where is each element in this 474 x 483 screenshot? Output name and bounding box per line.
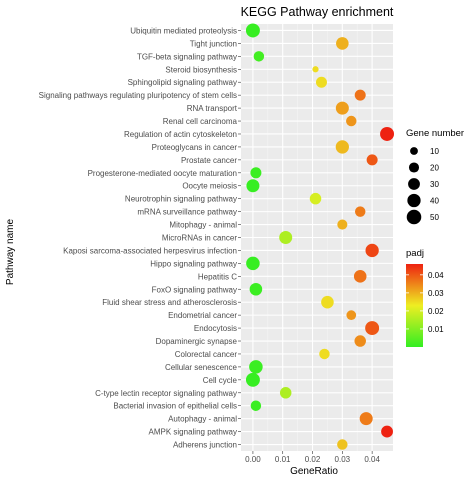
point-4 [315, 76, 327, 88]
point-19 [353, 270, 367, 283]
point-21 [321, 295, 334, 309]
size-legend-title: Gene number [406, 128, 464, 139]
point-18 [246, 256, 260, 271]
y-tick-label: mRNA surveillance pathway [137, 208, 237, 217]
y-tick-label: Neurotrophin signaling pathway [125, 195, 237, 204]
color-legend: padj 0.01 0.02 0.03 0.04 [406, 248, 444, 347]
y-tick-label: Autophagy - animal [168, 415, 237, 424]
y-tick-label: Hepatitis C [198, 272, 237, 281]
point-15 [337, 219, 348, 230]
y-tick-label: Steroid biosynthesis [165, 65, 237, 74]
x-axis-ticks: 0.00 0.01 0.02 0.03 0.04 [245, 451, 380, 464]
color-legend-label: 0.01 [428, 325, 444, 334]
y-tick-label: MicroRNAs in cancer [162, 234, 237, 243]
y-tick-label: TGF-beta signaling pathway [137, 52, 237, 61]
point-11 [250, 167, 262, 179]
y-tick-label: Hippo signaling pathway [150, 259, 237, 268]
x-tick-label: 0.01 [275, 455, 291, 464]
y-tick-label: Cell cycle [203, 376, 238, 385]
point-22 [346, 310, 357, 320]
color-legend-label: 0.04 [428, 271, 444, 280]
point-23 [365, 321, 380, 336]
point-7 [346, 115, 357, 127]
y-tick-label: Kaposi sarcoma-associated herpesvirus in… [63, 246, 237, 255]
y-tick-label: Colorectal cancer [175, 350, 238, 359]
y-tick-label: Sphingolipid signaling pathway [128, 78, 237, 87]
point-29 [250, 400, 262, 411]
size-legend-key [407, 193, 421, 208]
point-8 [380, 127, 395, 141]
point-9 [335, 140, 349, 154]
y-tick-label: Cellular senescence [165, 363, 238, 372]
y-tick-label: AMPK signaling pathway [149, 428, 238, 437]
y-tick-label: Fluid shear stress and atherosclerosis [102, 298, 237, 307]
point-12 [246, 179, 260, 193]
y-tick-label: Prostate cancer [181, 156, 237, 165]
y-tick-label: RNA transport [187, 104, 238, 113]
y-tick-label: Proteoglycans in cancer [152, 143, 238, 152]
color-legend-label: 0.02 [428, 307, 444, 316]
point-2 [253, 51, 265, 62]
chart-title: KEGG Pathway enrichment [241, 5, 394, 19]
y-tick-label: Progesterone-mediated oocyte maturation [88, 169, 237, 178]
y-tick-label: Renal cell carcinoma [163, 117, 238, 126]
point-30 [359, 412, 373, 426]
y-tick-label: Endometrial cancer [168, 311, 237, 320]
x-tick-label: 0.04 [364, 455, 380, 464]
size-legend-key [408, 178, 420, 190]
y-tick-label: Endocytosis [194, 324, 237, 333]
point-10 [366, 154, 378, 166]
point-5 [354, 89, 366, 101]
size-legend-key [406, 209, 422, 225]
point-20 [249, 282, 263, 296]
data-points [245, 23, 395, 450]
point-6 [335, 101, 349, 115]
size-legend: Gene number 10 20 30 40 50 [406, 128, 464, 225]
y-tick-label: Signaling pathways regulating pluripoten… [39, 91, 237, 100]
point-13 [309, 192, 322, 205]
point-25 [319, 348, 330, 360]
point-28 [279, 387, 292, 399]
y-axis-labels: Ubiquitin mediated proteolysis Tight junc… [39, 26, 241, 450]
point-24 [354, 335, 366, 347]
y-tick-label: Dopaminergic synapse [156, 337, 238, 346]
point-31 [381, 425, 393, 438]
size-legend-label: 30 [430, 180, 439, 189]
y-axis-title: Pathway name [5, 218, 16, 285]
size-legend-label: 20 [430, 164, 439, 173]
point-17 [365, 243, 379, 258]
color-legend-title: padj [406, 248, 424, 259]
y-tick-label: Oocyte meiosis [182, 182, 237, 191]
x-axis-title: GeneRatio [290, 466, 338, 477]
point-3 [312, 66, 319, 73]
point-32 [337, 439, 348, 450]
x-tick-label: 0.03 [335, 455, 351, 464]
size-legend-key [408, 162, 420, 173]
x-tick-label: 0.02 [305, 455, 321, 464]
size-legend-label: 50 [430, 213, 439, 222]
point-0 [245, 23, 260, 38]
point-26 [249, 360, 263, 374]
point-27 [245, 372, 260, 387]
y-tick-label: Regulation of actin cytoskeleton [124, 130, 237, 139]
color-legend-label: 0.03 [428, 289, 444, 298]
size-legend-key [410, 147, 418, 155]
y-tick-label: C-type lectin receptor signaling pathway [95, 389, 237, 398]
x-tick-label: 0.00 [245, 455, 261, 464]
y-tick-label: Bacterial invasion of epithelial cells [113, 402, 237, 411]
y-tick-label: Tight junction [190, 39, 237, 48]
y-tick-label: Adherens junction [173, 441, 237, 450]
y-tick-label: Mitophagy - animal [169, 221, 237, 230]
size-legend-label: 10 [430, 147, 439, 156]
point-16 [279, 230, 293, 245]
color-legend-bar [406, 264, 423, 347]
size-legend-label: 40 [430, 197, 439, 206]
y-tick-label: Ubiquitin mediated proteolysis [130, 26, 237, 35]
point-1 [336, 37, 349, 50]
point-14 [354, 206, 366, 217]
y-tick-label: FoxO signaling pathway [152, 285, 237, 294]
